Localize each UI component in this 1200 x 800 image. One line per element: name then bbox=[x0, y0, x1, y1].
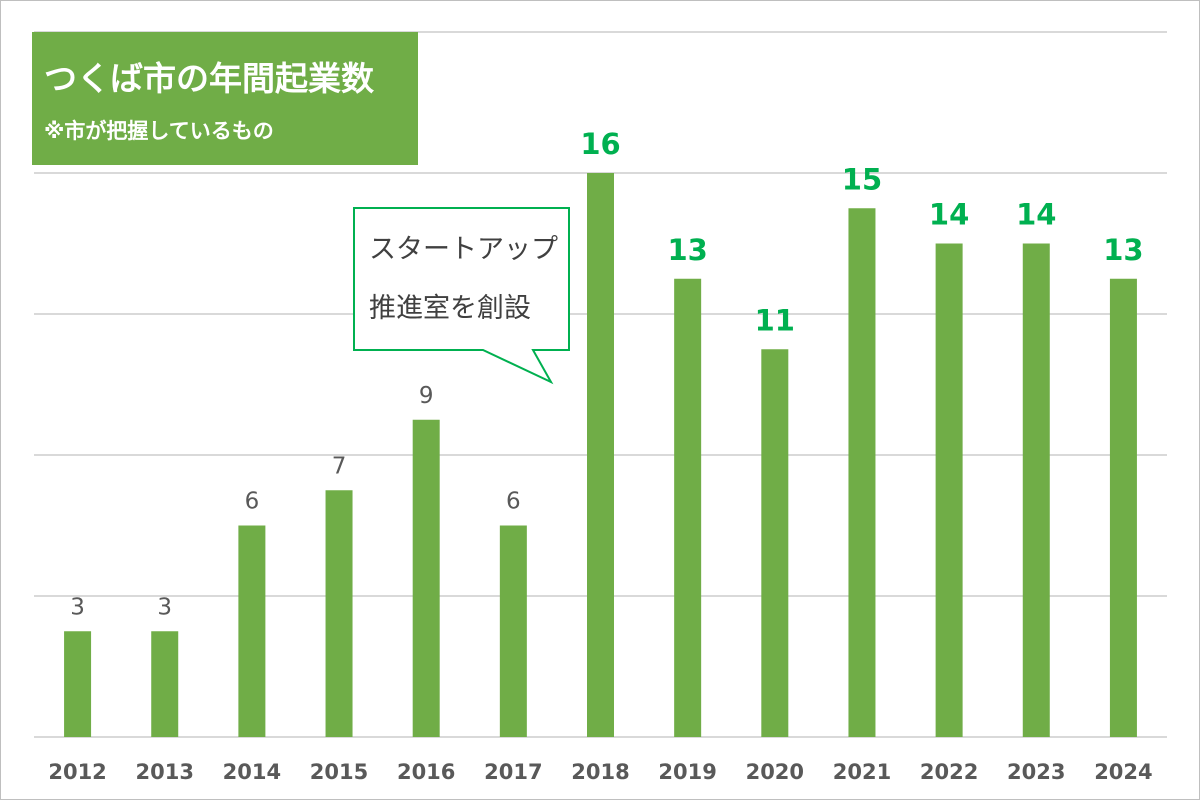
chart-subtitle: ※市が把握しているもの bbox=[44, 119, 274, 143]
bar-2018 bbox=[587, 173, 614, 737]
data-label-2024: 13 bbox=[1103, 233, 1143, 267]
data-label-2018: 16 bbox=[580, 127, 620, 161]
x-tick-label-2014: 2014 bbox=[223, 760, 281, 784]
chart-title: つくば市の年間起業数 bbox=[44, 59, 374, 98]
bar-2021 bbox=[848, 208, 876, 737]
data-label-2023: 14 bbox=[1016, 198, 1056, 232]
bar-2014 bbox=[238, 525, 266, 737]
annotation-callout bbox=[353, 207, 570, 385]
data-label-2016: 9 bbox=[419, 383, 434, 409]
x-tick-label-2021: 2021 bbox=[833, 760, 891, 784]
bar-2017 bbox=[499, 525, 527, 737]
bar-2015 bbox=[325, 490, 353, 737]
bar-2019 bbox=[674, 278, 702, 737]
data-label-2021: 15 bbox=[842, 162, 882, 196]
x-tick-label-2020: 2020 bbox=[746, 760, 804, 784]
x-tick-label-2016: 2016 bbox=[397, 760, 455, 784]
data-label-2020: 11 bbox=[755, 303, 795, 337]
x-tick-label-2013: 2013 bbox=[136, 760, 194, 784]
x-axis-tick-labels: 2012 2013 2014 2015 2016 2017 2018 2019 2020 2021… bbox=[48, 760, 1152, 784]
bar-2023 bbox=[1022, 243, 1050, 737]
x-tick-label-2022: 2022 bbox=[920, 760, 978, 784]
bar-2012 bbox=[64, 631, 92, 737]
bar-2016 bbox=[412, 419, 440, 737]
bar-2022 bbox=[935, 243, 963, 737]
callout-bubble bbox=[353, 207, 570, 385]
data-label-2012: 3 bbox=[70, 594, 85, 620]
x-tick-label-2015: 2015 bbox=[310, 760, 368, 784]
bar-2020 bbox=[761, 349, 789, 737]
data-label-2019: 13 bbox=[667, 233, 707, 267]
x-tick-label-2018: 2018 bbox=[571, 760, 629, 784]
bar-2013 bbox=[151, 631, 179, 737]
data-label-2022: 14 bbox=[929, 198, 969, 232]
title-box: つくば市の年間起業数 ※市が把握しているもの bbox=[32, 32, 418, 165]
x-tick-label-2017: 2017 bbox=[484, 760, 542, 784]
callout-line-2: 推進室を創設 bbox=[369, 293, 531, 324]
callout-line-1: スタートアップ bbox=[369, 234, 558, 265]
x-tick-label-2023: 2023 bbox=[1007, 760, 1065, 784]
bar-2024 bbox=[1109, 278, 1137, 737]
data-labels: 3 3 6 7 9 6 16 13 11 15 14 14 13 bbox=[70, 127, 1143, 620]
x-tick-label-2019: 2019 bbox=[658, 760, 716, 784]
x-tick-label-2024: 2024 bbox=[1094, 760, 1152, 784]
data-label-2013: 3 bbox=[157, 594, 172, 620]
data-label-2017: 6 bbox=[506, 489, 521, 515]
data-label-2014: 6 bbox=[245, 489, 260, 515]
bars bbox=[64, 173, 1137, 737]
data-label-2015: 7 bbox=[332, 453, 347, 479]
x-tick-label-2012: 2012 bbox=[48, 760, 106, 784]
